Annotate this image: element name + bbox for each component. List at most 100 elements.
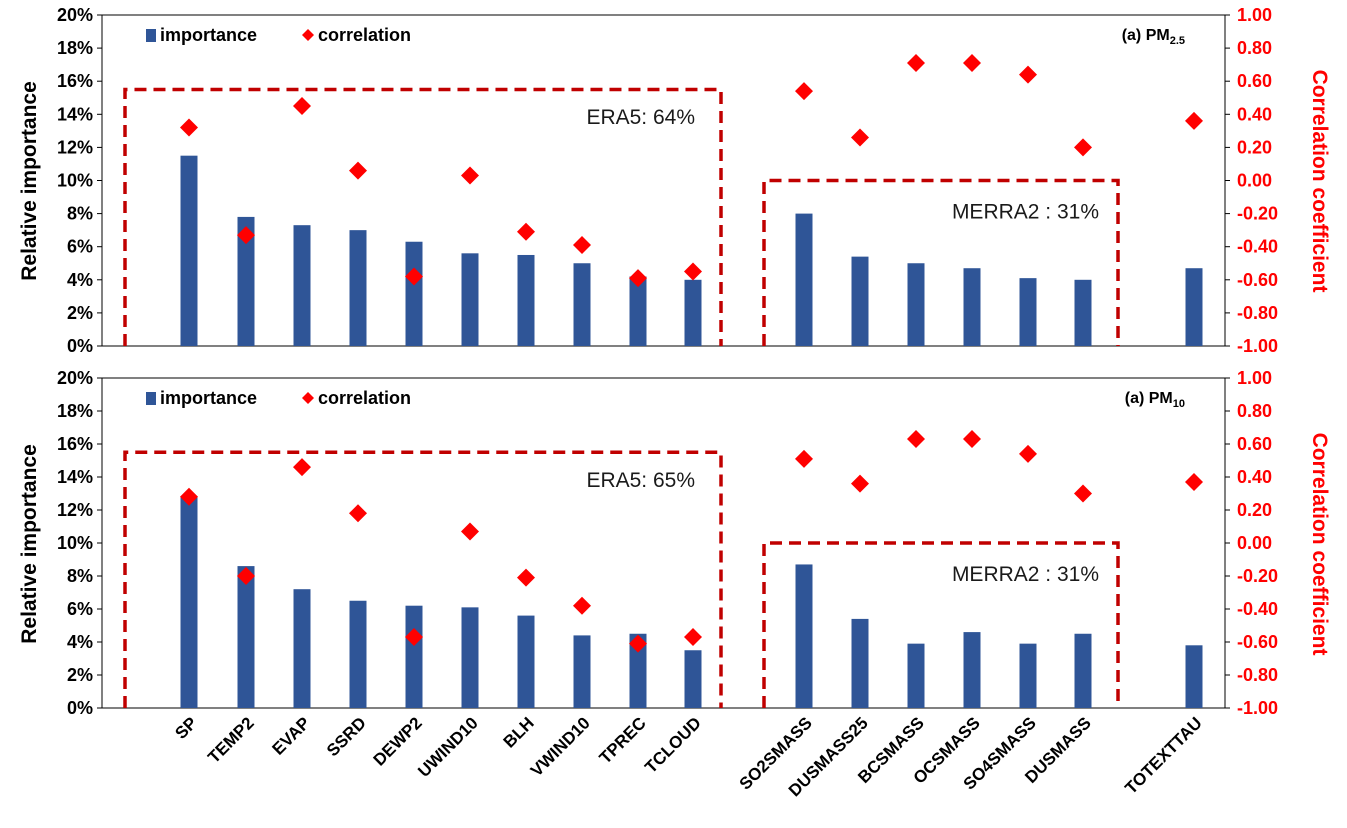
legend-correlation-label: correlation: [318, 25, 411, 45]
importance-bar: [1019, 278, 1037, 346]
y2-tick-label: 0.00: [1237, 533, 1272, 553]
importance-bar: [517, 615, 535, 708]
correlation-point: [461, 166, 479, 185]
y-tick-label: 14%: [57, 104, 93, 124]
panel-1: 0% 2% 4% 6% 8% 10% 12% 14% 16% 18% 20% -1.00 -0.80 -0…: [18, 5, 1331, 356]
importance-bar: [293, 225, 311, 346]
correlation-point: [851, 128, 869, 147]
correlation-point: [517, 568, 535, 587]
y-axis-title: Relative importance: [18, 444, 41, 644]
importance-bar: [851, 256, 869, 346]
legend-importance-label: importance: [160, 25, 257, 45]
importance-bar: [795, 564, 813, 708]
x-tick-label: TOTEXTTAU: [1121, 713, 1205, 797]
y-tick-label: 16%: [57, 71, 93, 91]
importance-bar: [629, 276, 647, 346]
x-tick-label: EVAP: [269, 713, 314, 758]
y-tick-label: 2%: [67, 665, 93, 685]
y2-tick-label: -1.00: [1237, 698, 1278, 718]
y2-tick-label: -0.60: [1237, 270, 1278, 290]
importance-bar: [684, 650, 702, 708]
correlation-point: [907, 430, 925, 449]
importance-bar: [1019, 643, 1037, 708]
legend-correlation-swatch: [302, 29, 314, 41]
correlation-point: [180, 487, 198, 506]
merra2-group-box: [762, 178, 1120, 346]
x-tick-label: SP: [171, 713, 200, 742]
correlation-point: [907, 53, 925, 72]
y-tick-label: 0%: [67, 336, 93, 356]
y-tick-label: 8%: [67, 566, 93, 586]
legend-importance-label: importance: [160, 388, 257, 408]
correlation-point: [517, 222, 535, 241]
correlation-point: [684, 628, 702, 647]
y2-tick-label: 0.80: [1237, 38, 1272, 58]
correlation-point: [851, 474, 869, 493]
importance-bar: [963, 632, 981, 708]
y2-axis-title: Correlation coefficient: [1308, 70, 1331, 293]
correlation-point: [1074, 484, 1092, 503]
x-tick-label: SSRD: [323, 713, 370, 760]
y-tick-label: 2%: [67, 303, 93, 323]
y-tick-label: 16%: [57, 434, 93, 454]
importance-bar: [851, 618, 869, 708]
y-axis-title: Relative importance: [18, 81, 41, 281]
era5-group-box: [123, 450, 723, 708]
y2-tick-label: 1.00: [1237, 368, 1272, 388]
importance-bar: [237, 216, 255, 346]
y2-tick-label: 0.40: [1237, 467, 1272, 487]
y2-tick-label: 0.60: [1237, 434, 1272, 454]
x-tick-label: UWIND10: [414, 713, 482, 781]
correlation-point: [349, 504, 367, 523]
y-tick-label: 6%: [67, 599, 93, 619]
correlation-point: [629, 634, 647, 653]
panel-2: 0% 2% 4% 6% 8% 10% 12% 14% 16% 18% 20% -1.00 -0.80 -0…: [18, 368, 1331, 718]
importance-bar: [461, 253, 479, 346]
merra2-group-label: MERRA2 : 31%: [952, 563, 1099, 586]
correlation-point: [237, 226, 255, 245]
y-tick-label: 10%: [57, 171, 93, 191]
y2-axis-title: Correlation coefficient: [1308, 433, 1331, 656]
correlation-point: [1074, 138, 1092, 157]
importance-bar: [1074, 633, 1092, 708]
importance-bar: [180, 155, 198, 346]
y-tick-label: 20%: [57, 5, 93, 25]
y2-tick-label: -1.00: [1237, 336, 1278, 356]
correlation-point: [1185, 111, 1203, 130]
y2-tick-label: 0.00: [1237, 171, 1272, 191]
importance-bar: [684, 279, 702, 346]
y2-tick-label: -0.20: [1237, 566, 1278, 586]
correlation-point: [963, 53, 981, 72]
y2-tick-label: -0.80: [1237, 665, 1278, 685]
y-tick-label: 10%: [57, 533, 93, 553]
y2-tick-label: -0.40: [1237, 599, 1278, 619]
y2-tick-label: -0.40: [1237, 237, 1278, 257]
x-tick-label: BLH: [500, 713, 538, 751]
importance-bar: [1074, 279, 1092, 346]
importance-bar: [461, 607, 479, 708]
era5-group-label: ERA5: 65%: [586, 469, 695, 492]
importance-bar: [237, 566, 255, 708]
legend-importance-swatch: [146, 392, 156, 405]
x-tick-label: DEWP2: [370, 713, 426, 769]
importance-bar: [795, 213, 813, 346]
importance-bar: [1185, 268, 1203, 346]
importance-bar: [405, 241, 423, 346]
correlation-point: [293, 97, 311, 116]
y-tick-label: 4%: [67, 632, 93, 652]
era5-group-label: ERA5: 64%: [586, 106, 695, 129]
y2-tick-label: 0.20: [1237, 500, 1272, 520]
correlation-point: [293, 458, 311, 477]
correlation-point: [1019, 444, 1037, 463]
importance-bar: [629, 633, 647, 708]
importance-bar: [573, 263, 591, 346]
importance-bar: [907, 643, 925, 708]
y-tick-label: 4%: [67, 270, 93, 290]
importance-bar: [349, 600, 367, 708]
importance-bar: [1185, 645, 1203, 708]
importance-bar: [349, 230, 367, 346]
merra2-group-label: MERRA2 : 31%: [952, 201, 1099, 224]
y2-tick-label: -0.20: [1237, 204, 1278, 224]
correlation-point: [795, 449, 813, 468]
